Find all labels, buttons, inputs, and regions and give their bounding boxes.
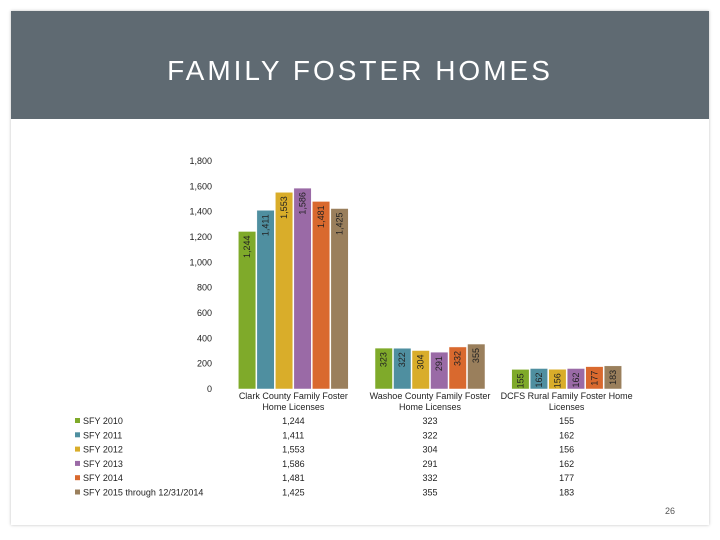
legend-swatch (75, 489, 80, 495)
bar (293, 187, 312, 390)
bar-value-label: 1,586 (298, 192, 308, 215)
bar (275, 192, 294, 390)
bar (256, 210, 275, 390)
bar (467, 343, 486, 390)
y-tick-label: 1,000 (189, 257, 212, 267)
y-tick-label: 800 (197, 283, 212, 293)
bar (374, 347, 393, 390)
bar (529, 368, 548, 390)
bar-value-label: 162 (571, 372, 581, 387)
bar (585, 366, 604, 390)
table-cell: 155 (559, 416, 574, 426)
bar-value-label: 1,411 (261, 214, 271, 236)
y-tick-label: 400 (197, 333, 212, 343)
table-cell: 1,411 (282, 430, 304, 440)
bar-value-label: 291 (434, 356, 444, 371)
legend-swatch (75, 460, 80, 466)
category-label: DCFS Rural Family Foster Home (501, 391, 633, 401)
bar-value-label: 322 (397, 352, 407, 367)
bar (238, 231, 257, 390)
table-cell: 1,553 (282, 445, 305, 455)
bar-value-label: 162 (534, 372, 544, 387)
category-label: Home Licenses (399, 402, 462, 412)
table-cell: 332 (422, 473, 437, 483)
bar-value-label: 1,425 (335, 213, 345, 236)
slide-title: FAMILY FOSTER HOMES (167, 55, 553, 86)
legend-label: SFY 2010 (83, 416, 123, 426)
bar (312, 201, 331, 390)
table-cell: 162 (559, 430, 574, 440)
bar-value-label: 332 (453, 351, 463, 366)
title-bar: FAMILY FOSTER HOMES (11, 11, 709, 119)
page-number: 26 (664, 506, 675, 516)
bar (330, 208, 349, 390)
y-tick-label: 1,600 (189, 181, 212, 191)
bar-value-label: 1,553 (279, 196, 289, 219)
legend-label: SFY 2012 (83, 445, 123, 455)
legend-label: SFY 2011 (83, 430, 122, 440)
bar-value-label: 183 (608, 370, 618, 385)
bar (603, 365, 622, 390)
legend-swatch (75, 475, 80, 481)
category-label: Clark County Family Foster (239, 391, 348, 401)
table-cell: 1,425 (282, 488, 305, 498)
table-cell: 177 (559, 473, 574, 483)
table-cell: 1,586 (282, 459, 305, 469)
table-cell: 1,244 (282, 416, 305, 426)
bar (511, 369, 530, 390)
table-cell: 183 (559, 488, 574, 498)
bar (566, 368, 585, 390)
legend-label: SFY 2014 (83, 473, 123, 483)
bar (548, 368, 567, 390)
bar-value-label: 155 (515, 373, 525, 388)
category-label: Licenses (549, 402, 585, 412)
bar (411, 350, 430, 390)
table-cell: 162 (559, 459, 574, 469)
category-label: Home Licenses (262, 402, 325, 412)
bar-value-label: 177 (589, 371, 599, 386)
bar-value-label: 1,244 (242, 235, 252, 258)
legend-label: SFY 2015 through 12/31/2014 (83, 488, 203, 498)
category-label: Washoe County Family Foster (370, 391, 491, 401)
y-tick-label: 0 (207, 384, 212, 394)
table-cell: 156 (559, 445, 574, 455)
table-cell: 323 (422, 416, 437, 426)
table-cell: 291 (422, 459, 437, 469)
y-tick-label: 1,800 (189, 156, 212, 166)
y-tick-label: 1,400 (189, 207, 212, 217)
bar-value-label: 355 (471, 348, 481, 363)
legend-label: SFY 2013 (83, 459, 123, 469)
bar (393, 347, 412, 390)
table-cell: 304 (422, 445, 437, 455)
legend-swatch (75, 432, 80, 438)
bar (448, 346, 467, 390)
bar-value-label: 304 (416, 354, 426, 369)
legend-swatch (75, 446, 80, 452)
bar-value-label: 323 (379, 352, 389, 367)
table-cell: 355 (422, 488, 437, 498)
table-cell: 322 (422, 430, 437, 440)
bar (430, 351, 449, 390)
y-tick-label: 1,200 (189, 232, 212, 242)
bar-value-label: 1,481 (316, 205, 326, 228)
table-cell: 1,481 (282, 473, 305, 483)
y-tick-label: 600 (197, 308, 212, 318)
bar-value-label: 156 (552, 373, 562, 388)
y-tick-label: 200 (197, 359, 212, 369)
legend-swatch (75, 418, 80, 423)
